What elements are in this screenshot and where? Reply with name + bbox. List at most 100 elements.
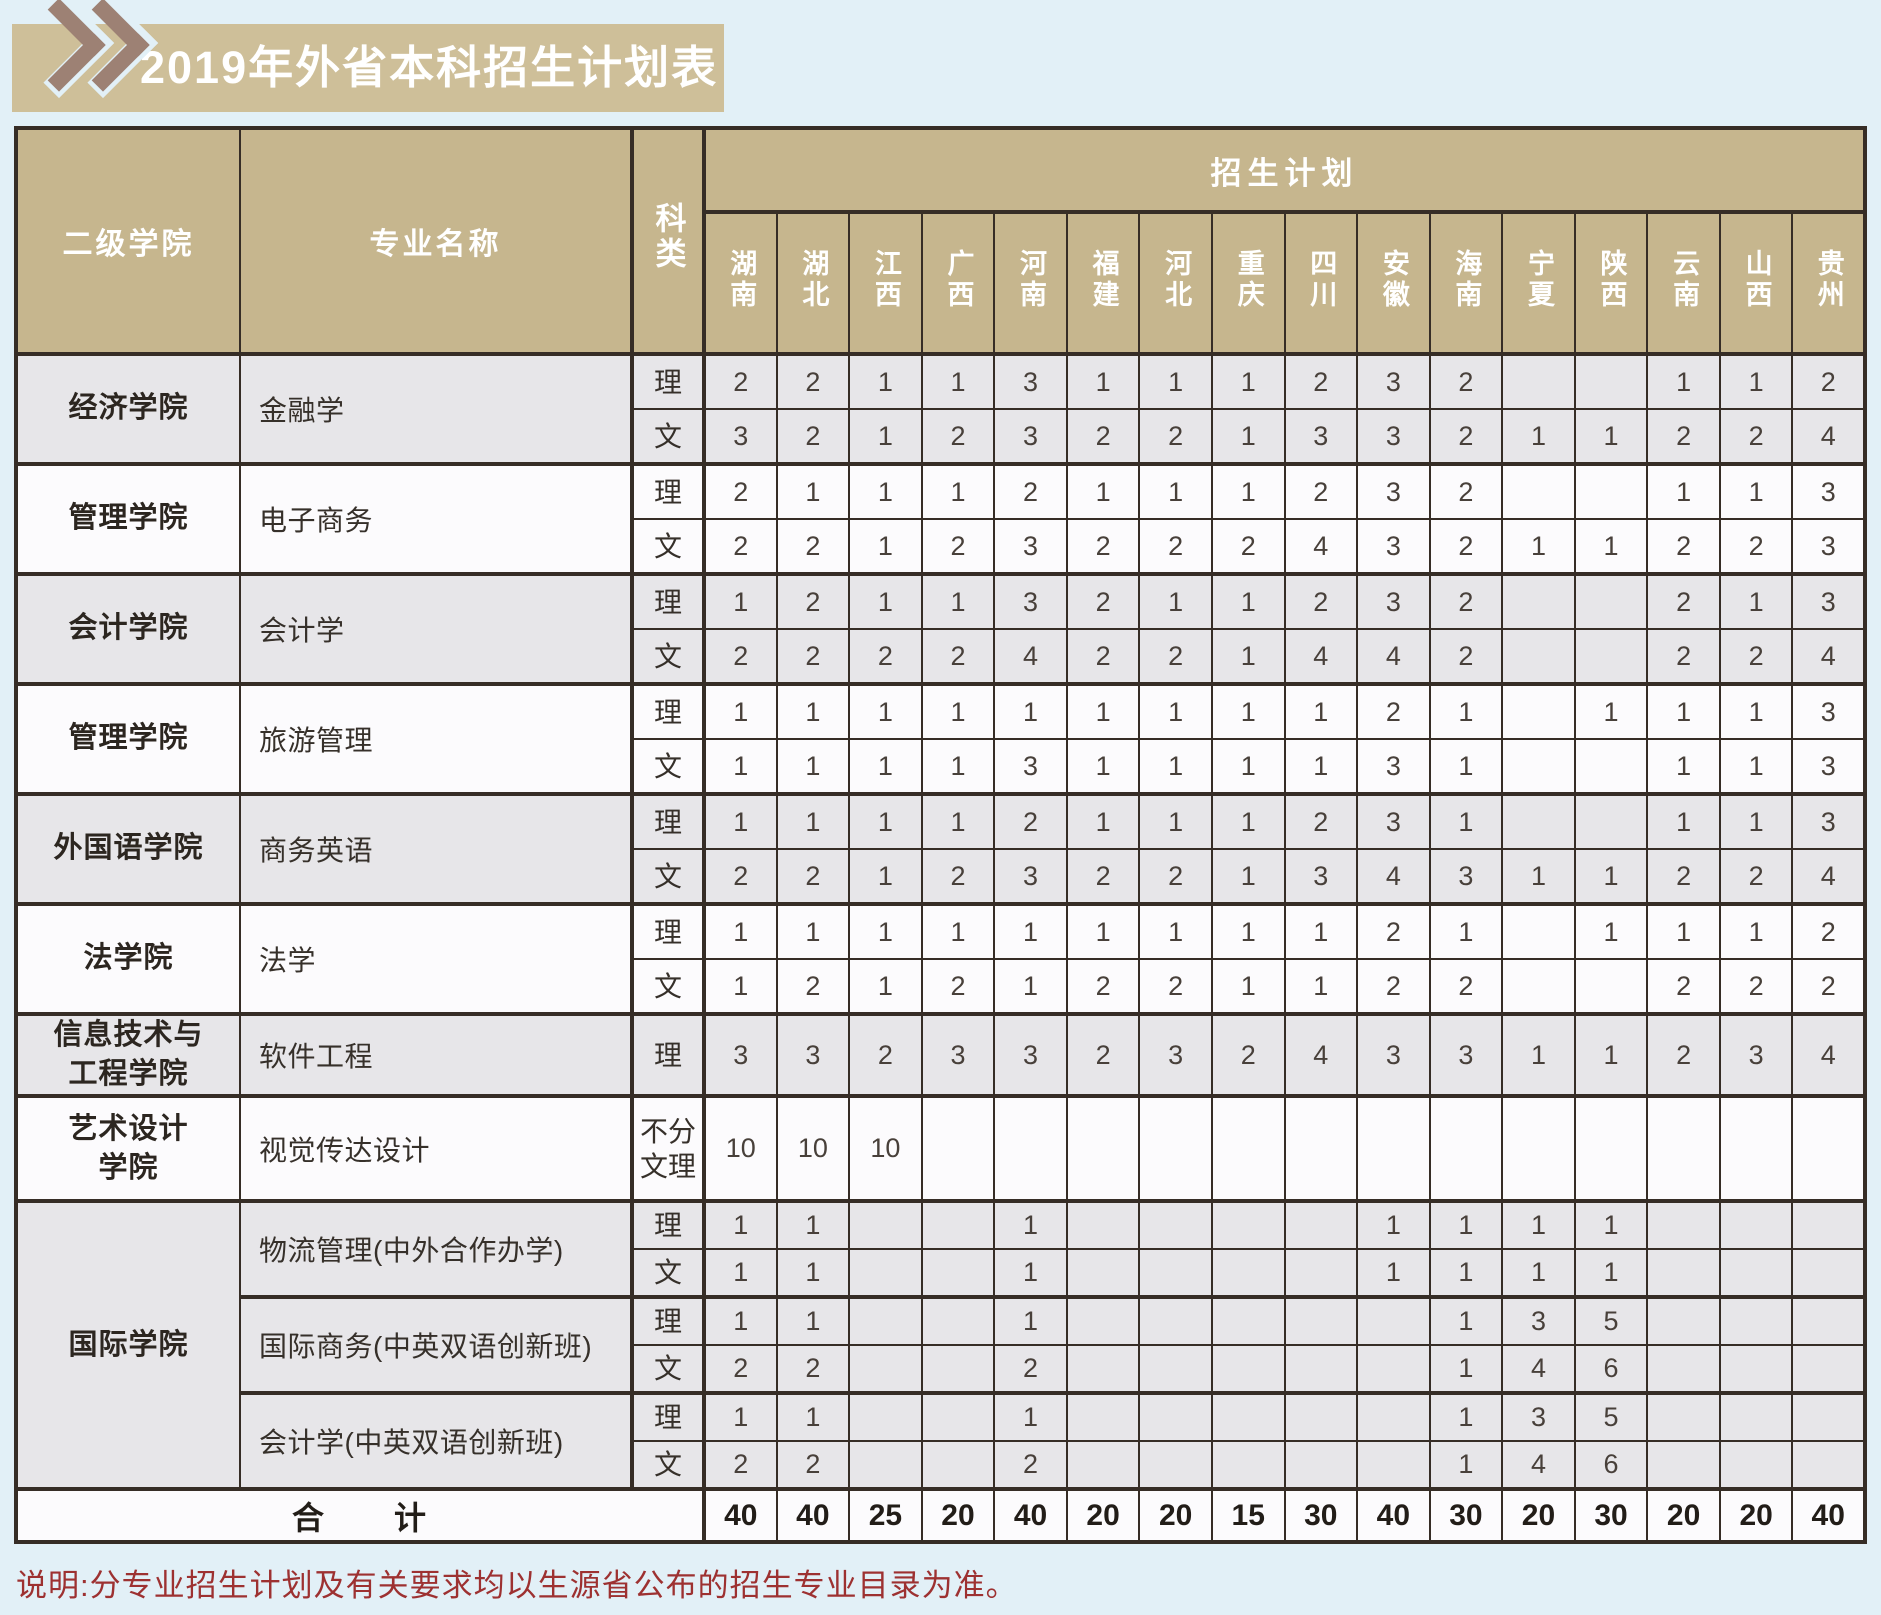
total-cell: 25 (848, 1487, 923, 1544)
plan-cell (1065, 1094, 1141, 1203)
plan-cell (1210, 1295, 1286, 1347)
plan-cell: 2 (775, 1344, 851, 1395)
plan-cell (1283, 1391, 1359, 1443)
province-header: 湖北 (775, 211, 851, 355)
plan-cell: 3 (1791, 518, 1866, 575)
plan-cell: 4 (1791, 628, 1866, 685)
plan-cell (1646, 1391, 1721, 1443)
plan-cell: 2 (1428, 518, 1504, 575)
plan-cell (1573, 572, 1649, 630)
plan-cell: 1 (920, 792, 996, 850)
total-cell: 20 (1501, 1487, 1576, 1544)
plan-cell: 1 (1573, 1011, 1649, 1098)
plan-cell: 1 (775, 1199, 851, 1251)
plan-cell: 2 (1646, 848, 1721, 905)
plan-cell: 3 (993, 1011, 1068, 1098)
table-header: 二级学院 专业名称 科类 招生计划 湖南 湖北 江西 广西 河南 福建 河北 重庆 四川 安徽 海南… (15, 127, 1866, 355)
plan-cell: 2 (920, 628, 996, 685)
plan-cell (1065, 1391, 1141, 1443)
total-cell: 40 (1791, 1487, 1866, 1544)
subject-cell: 文 (630, 738, 705, 795)
major-cell: 物流管理(中外合作办学) (239, 1199, 633, 1299)
plan-cell (1283, 1440, 1359, 1491)
plan-cell (1065, 1199, 1141, 1251)
total-cell: 30 (1573, 1487, 1649, 1544)
subject-cell: 文 (630, 848, 705, 905)
plan-cell: 1 (702, 1391, 778, 1443)
plan-cell: 3 (993, 408, 1068, 465)
plan-cell: 1 (702, 1199, 778, 1251)
subject-cell: 文 (630, 958, 705, 1015)
plan-cell: 2 (1428, 572, 1504, 630)
plan-cell: 2 (1718, 628, 1794, 685)
total-cell: 20 (1065, 1487, 1141, 1544)
plan-cell: 1 (848, 462, 923, 520)
province-header: 重庆 (1210, 211, 1286, 355)
plan-cell: 1 (1210, 572, 1286, 630)
plan-cell: 1 (775, 682, 851, 740)
plan-cell: 1 (702, 902, 778, 960)
plan-cell (1138, 1094, 1213, 1203)
plan-row: 法学院 法学理 1 1 1 1 1 1 1 1 1 2 1 1 1 1 2 (15, 902, 1866, 1015)
plan-row: 信息技术与 工程学院 软件工程理 3 3 2 3 3 2 3 2 4 3 3 1 1 2 3 4 (15, 1011, 1866, 1098)
province-header-label: 宁夏 (1523, 248, 1554, 311)
subject-cell: 理 (630, 1199, 705, 1251)
plan-cell: 1 (1573, 1248, 1649, 1299)
plan-cell: 3 (1718, 1011, 1794, 1098)
college-cell: 法学院 (15, 902, 241, 1015)
plan-cell: 1 (1210, 902, 1286, 960)
plan-cell: 2 (1718, 518, 1794, 575)
plan-cell (1501, 902, 1576, 960)
total-cell: 20 (1646, 1487, 1721, 1544)
province-header-label: 贵州 (1813, 248, 1844, 311)
plan-cell (1791, 1295, 1866, 1347)
plan-cell: 2 (775, 408, 851, 465)
subject-cell: 理 (630, 352, 705, 410)
plan-cell (1138, 1199, 1213, 1251)
plan-cell: 3 (920, 1011, 996, 1098)
plan-cell (1501, 1094, 1576, 1203)
plan-cell: 2 (1065, 408, 1141, 465)
plan-cell: 1 (1065, 352, 1141, 410)
plan-cell: 3 (1791, 682, 1866, 740)
plan-cell: 2 (1065, 958, 1141, 1015)
major-cell: 国际商务(中英双语创新班) (239, 1295, 633, 1395)
plan-cell: 2 (1138, 628, 1213, 685)
plan-cell: 3 (1791, 792, 1866, 850)
plan-cell: 2 (1428, 462, 1504, 520)
plan-cell: 2 (775, 848, 851, 905)
plan-cell: 1 (1718, 682, 1794, 740)
plan-cell: 2 (1065, 848, 1141, 905)
plan-cell: 1 (1210, 958, 1286, 1015)
plan-cell: 1 (1065, 682, 1141, 740)
plan-cell: 1 (993, 682, 1068, 740)
plan-cell (1138, 1248, 1213, 1299)
total-cell: 20 (1718, 1487, 1794, 1544)
province-header-label: 广西 (943, 248, 974, 311)
plan-cell: 4 (1283, 1011, 1359, 1098)
plan-cell: 2 (1283, 462, 1359, 520)
plan-row: 外国语学院 商务英语理 1 1 1 1 2 1 1 1 2 3 1 1 1 3 (15, 792, 1866, 905)
plan-row: 国际学院 物流管理(中外合作办学) 理 1 1 1 1 1 1 1 (15, 1199, 1866, 1491)
plan-cell: 1 (1210, 462, 1286, 520)
plan-row: 经济学院 金融学理 2 2 1 1 3 1 1 1 2 3 2 1 1 2 (15, 352, 1866, 465)
plan-cell (1356, 1344, 1431, 1395)
plan-cell: 6 (1573, 1440, 1649, 1491)
plan-cell: 2 (993, 792, 1068, 850)
plan-cell: 1 (1138, 902, 1213, 960)
plan-cell: 2 (1065, 1011, 1141, 1098)
total-cell: 40 (1356, 1487, 1431, 1544)
plan-cell: 3 (993, 738, 1068, 795)
plan-cell (1210, 1391, 1286, 1443)
plan-cell (1283, 1295, 1359, 1347)
plan-cell: 1 (1646, 902, 1721, 960)
province-header: 云南 (1646, 211, 1721, 355)
plan-cell: 1 (1138, 792, 1213, 850)
plan-cell: 1 (1718, 352, 1794, 410)
plan-cell (1210, 1248, 1286, 1299)
plan-cell: 1 (775, 738, 851, 795)
total-cell: 30 (1428, 1487, 1504, 1544)
plan-cell: 1 (775, 902, 851, 960)
total-row: 合 计 40 40 25 20 40 20 20 15 30 40 30 20 30 20 20 40 (15, 1487, 1866, 1544)
plan-cell (920, 1199, 996, 1251)
